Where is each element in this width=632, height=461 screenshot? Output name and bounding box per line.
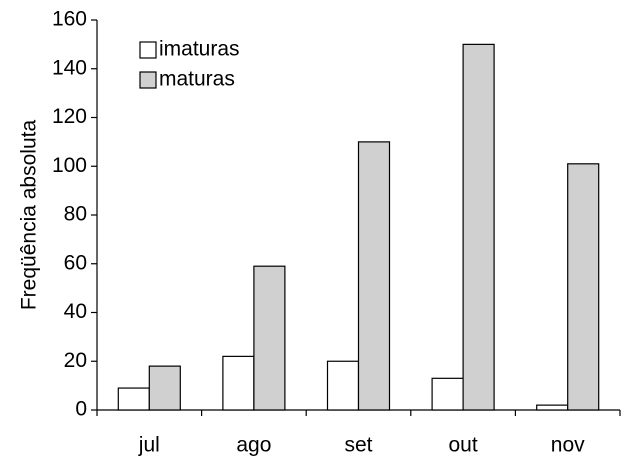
- y-tick-label: 120: [52, 105, 87, 128]
- y-tick-label: 0: [75, 398, 87, 421]
- bar: [253, 265, 286, 411]
- bar: [326, 360, 360, 411]
- bar: [357, 141, 391, 411]
- bar: [536, 404, 569, 411]
- y-tick-label: 100: [52, 154, 87, 177]
- x-tick-label: jul: [138, 434, 160, 457]
- bar: [148, 365, 181, 411]
- legend-swatch: [139, 71, 157, 89]
- bar: [117, 387, 150, 411]
- x-tick-label: nov: [551, 434, 585, 457]
- y-tick-label: 80: [64, 203, 87, 226]
- bar: [462, 43, 495, 411]
- legend-label: maturas: [159, 68, 235, 91]
- x-tick-label: set: [344, 434, 372, 457]
- y-tick-label: 140: [52, 56, 87, 79]
- y-tick-label: 60: [64, 251, 87, 274]
- legend-label: imaturas: [159, 38, 240, 61]
- legend-swatch: [139, 41, 157, 59]
- x-tick-label: ago: [236, 434, 271, 457]
- bar: [431, 377, 464, 411]
- x-tick-label: out: [448, 434, 477, 457]
- y-tick-label: 20: [64, 349, 87, 372]
- bar: [222, 355, 255, 411]
- y-tick-label: 160: [52, 8, 87, 31]
- y-tick-label: 40: [64, 300, 87, 323]
- y-axis-label: Freqüência absoluta: [18, 120, 41, 311]
- bar: [567, 163, 600, 411]
